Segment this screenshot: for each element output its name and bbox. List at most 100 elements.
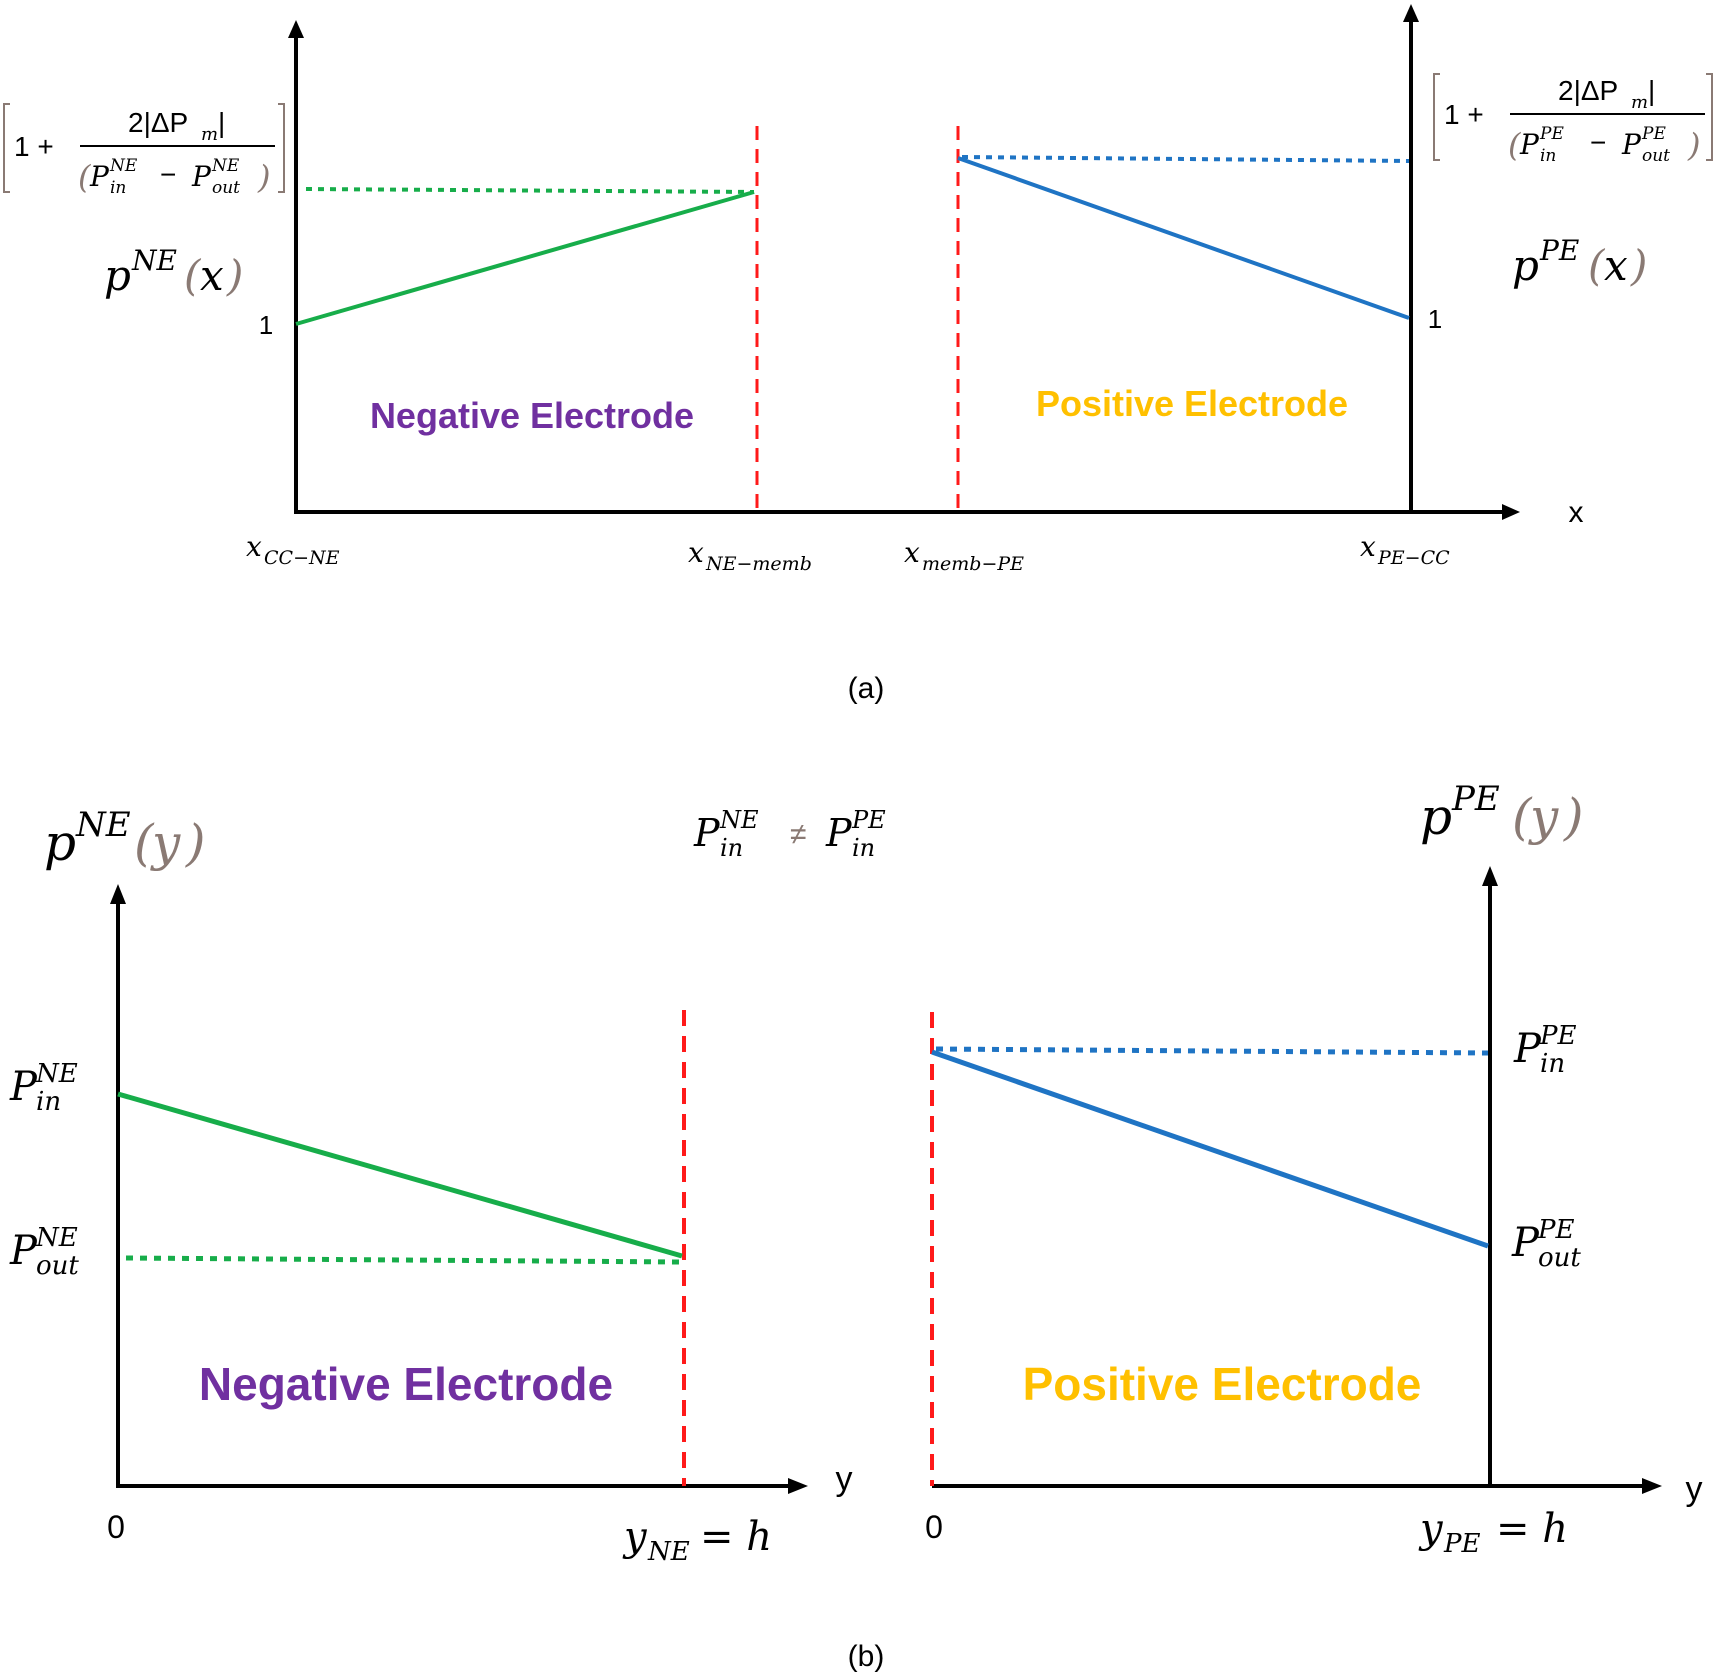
ne-pin-sup: NE (35, 1059, 78, 1089)
panel-a-pe-one-label: 1 (1428, 304, 1442, 334)
panel-b-pe-pin-label: P PE in (1513, 1021, 1576, 1079)
x-tick-ne-memb-base: x (688, 536, 704, 569)
pe-bound-den-rparen: ) (1687, 126, 1700, 164)
panel-b-left-y-arrow (110, 884, 126, 904)
pe-h-sub: PE (1443, 1529, 1480, 1559)
ne-h-sub: NE (647, 1537, 690, 1567)
panel-b-ne-function-label: p NE ( y ) (44, 805, 206, 872)
panel-b-pe-h-label: y PE = h (1418, 1506, 1568, 1559)
x-tick-pe-cc-base: x (1360, 530, 1376, 563)
pe-func-lparen: ( (1588, 241, 1606, 290)
panel-b-pe-profile-line (931, 1049, 1489, 1249)
ne-y-func-rparen: ) (185, 814, 206, 872)
x-tick-cc-ne-base: x (246, 530, 262, 563)
pe-bound-right-bracket (1706, 73, 1713, 161)
panel-b-ne-region-label: Negative Electrode (199, 1358, 613, 1410)
pe-y-func-rparen: ) (1563, 788, 1584, 846)
ne-bound-right-bracket (278, 103, 285, 193)
panel-b-pe-region-label: Positive Electrode (1023, 1358, 1422, 1410)
panel-a-ne-region-label: Negative Electrode (370, 395, 694, 436)
pe-bound-num-sub: m (1631, 92, 1648, 113)
pe-pout-sup: PE (1537, 1215, 1574, 1245)
pe-y-func-sup: PE (1451, 779, 1500, 819)
panel-b-pe-pout-label: P PE out (1511, 1215, 1581, 1273)
x-tick-memb-pe-base: x (904, 536, 920, 569)
ne-pin-P: P (9, 1064, 38, 1110)
ne-func-lparen: ( (184, 251, 202, 300)
pe-bound-den-minus: − (1590, 127, 1606, 158)
panel-a-ne-function-label: p NE ( x ) (104, 244, 243, 300)
ineq-P1: P (693, 811, 721, 855)
panel-a-pe-region-label: Positive Electrode (1036, 383, 1348, 424)
ne-h-base: y (622, 1514, 648, 1560)
panel-b-ne-pout-dotted-line (125, 1255, 681, 1265)
ne-bound-den-sub2: out (212, 178, 240, 198)
ne-bound-den-sup2: NE (211, 156, 240, 176)
panel-b-pe-zero-label: 0 (925, 1509, 943, 1545)
ne-h-rest: = h (700, 1514, 772, 1560)
ne-y-func-sup: NE (75, 805, 131, 845)
pe-func-arg: x (1604, 241, 1628, 290)
panel-b-right-x-arrow (1642, 1478, 1662, 1494)
x-tick-ne-memb: x NE−memb (688, 536, 812, 575)
ne-bound-one-plus: 1 + (14, 131, 54, 162)
ne-y-func-lparen: ( (134, 814, 155, 872)
pe-bound-den-P1: P (1519, 128, 1540, 161)
pe-h-rest: = h (1496, 1506, 1568, 1552)
ne-pout-sub: out (36, 1251, 79, 1281)
panel-b-pe-pin-dotted-line (935, 1046, 1489, 1056)
pe-pin-P: P (1513, 1026, 1542, 1072)
ineq-sub2: in (852, 834, 875, 862)
panel-b: p NE ( y ) p PE ( y ) P NE in ≠ P PE in … (9, 779, 1703, 1673)
pe-pin-sub: in (1540, 1049, 1565, 1079)
panel-a-ne-max-dotted-line (305, 187, 755, 194)
panel-a-x-arrow (1502, 504, 1520, 520)
pe-bound-den-P2: P (1621, 128, 1642, 161)
pe-h-base: y (1418, 1506, 1444, 1552)
x-tick-pe-cc: x PE−CC (1360, 530, 1450, 569)
panel-b-ne-profile-line (117, 1091, 683, 1259)
ineq-sup1: NE (719, 806, 759, 834)
panel-a-ne-one-label: 1 (259, 310, 273, 340)
pe-pout-sub: out (1538, 1243, 1581, 1273)
pe-bound-num: 2|ΔP (1558, 75, 1618, 106)
ne-bound-left-bracket (3, 103, 10, 193)
panel-b-right-axis-label: y (1686, 1470, 1703, 1508)
ne-bound-den-P2: P (191, 160, 212, 193)
pe-func-sup: PE (1539, 234, 1579, 267)
pe-y-func-p: p (1420, 788, 1452, 846)
ne-pin-sub: in (36, 1087, 61, 1117)
x-tick-cc-ne-sub: CC−NE (264, 547, 340, 569)
ne-func-sup: NE (131, 244, 177, 277)
ne-bound-den-sup1: NE (109, 156, 138, 176)
ne-bound-den-rparen: ) (257, 158, 270, 196)
pe-bound-den-sup1: PE (1539, 124, 1564, 144)
panel-b-right-y-arrow (1482, 866, 1498, 886)
ne-func-p: p (104, 251, 131, 300)
panel-a: 1 1 p NE ( x ) p PE ( x ) 1 + 2|ΔP m | (… (3, 4, 1713, 705)
ne-bound-den-sub1: in (110, 178, 126, 198)
pe-bound-den-sub2: out (1642, 146, 1670, 166)
panel-b-ne-pin-label: P NE in (9, 1059, 78, 1117)
pe-bound-den-lparen: ( (1508, 126, 1522, 164)
panel-a-pe-max-dotted-line (961, 155, 1410, 163)
pe-func-rparen: ) (1630, 241, 1647, 290)
pe-bound-left-bracket (1433, 73, 1440, 161)
ne-y-func-arg: y (150, 814, 181, 872)
ineq-P2: P (825, 811, 853, 855)
pe-bound-num-close: | (1648, 75, 1655, 106)
panel-a-ne-upper-bound: 1 + 2|ΔP m | ( P NE in − P NE out ) (3, 103, 285, 198)
ne-bound-den-minus: − (160, 159, 176, 190)
pe-bound-den-sub1: in (1540, 146, 1556, 166)
panel-b-left-axis-label: y (836, 1460, 853, 1498)
pe-bound-one-plus: 1 + (1444, 99, 1484, 130)
panel-b-left-x-arrow (788, 1478, 808, 1494)
panel-b-caption: (b) (848, 1640, 885, 1673)
x-tick-ne-memb-sub: NE−memb (705, 553, 812, 575)
pe-pin-sup: PE (1539, 1021, 1576, 1051)
ne-func-rparen: ) (226, 251, 243, 300)
x-tick-cc-ne: x CC−NE (246, 530, 340, 569)
panel-b-inequality: P NE in ≠ P PE in (693, 806, 886, 862)
panel-b-ne-pout-label: P NE out (9, 1223, 79, 1281)
